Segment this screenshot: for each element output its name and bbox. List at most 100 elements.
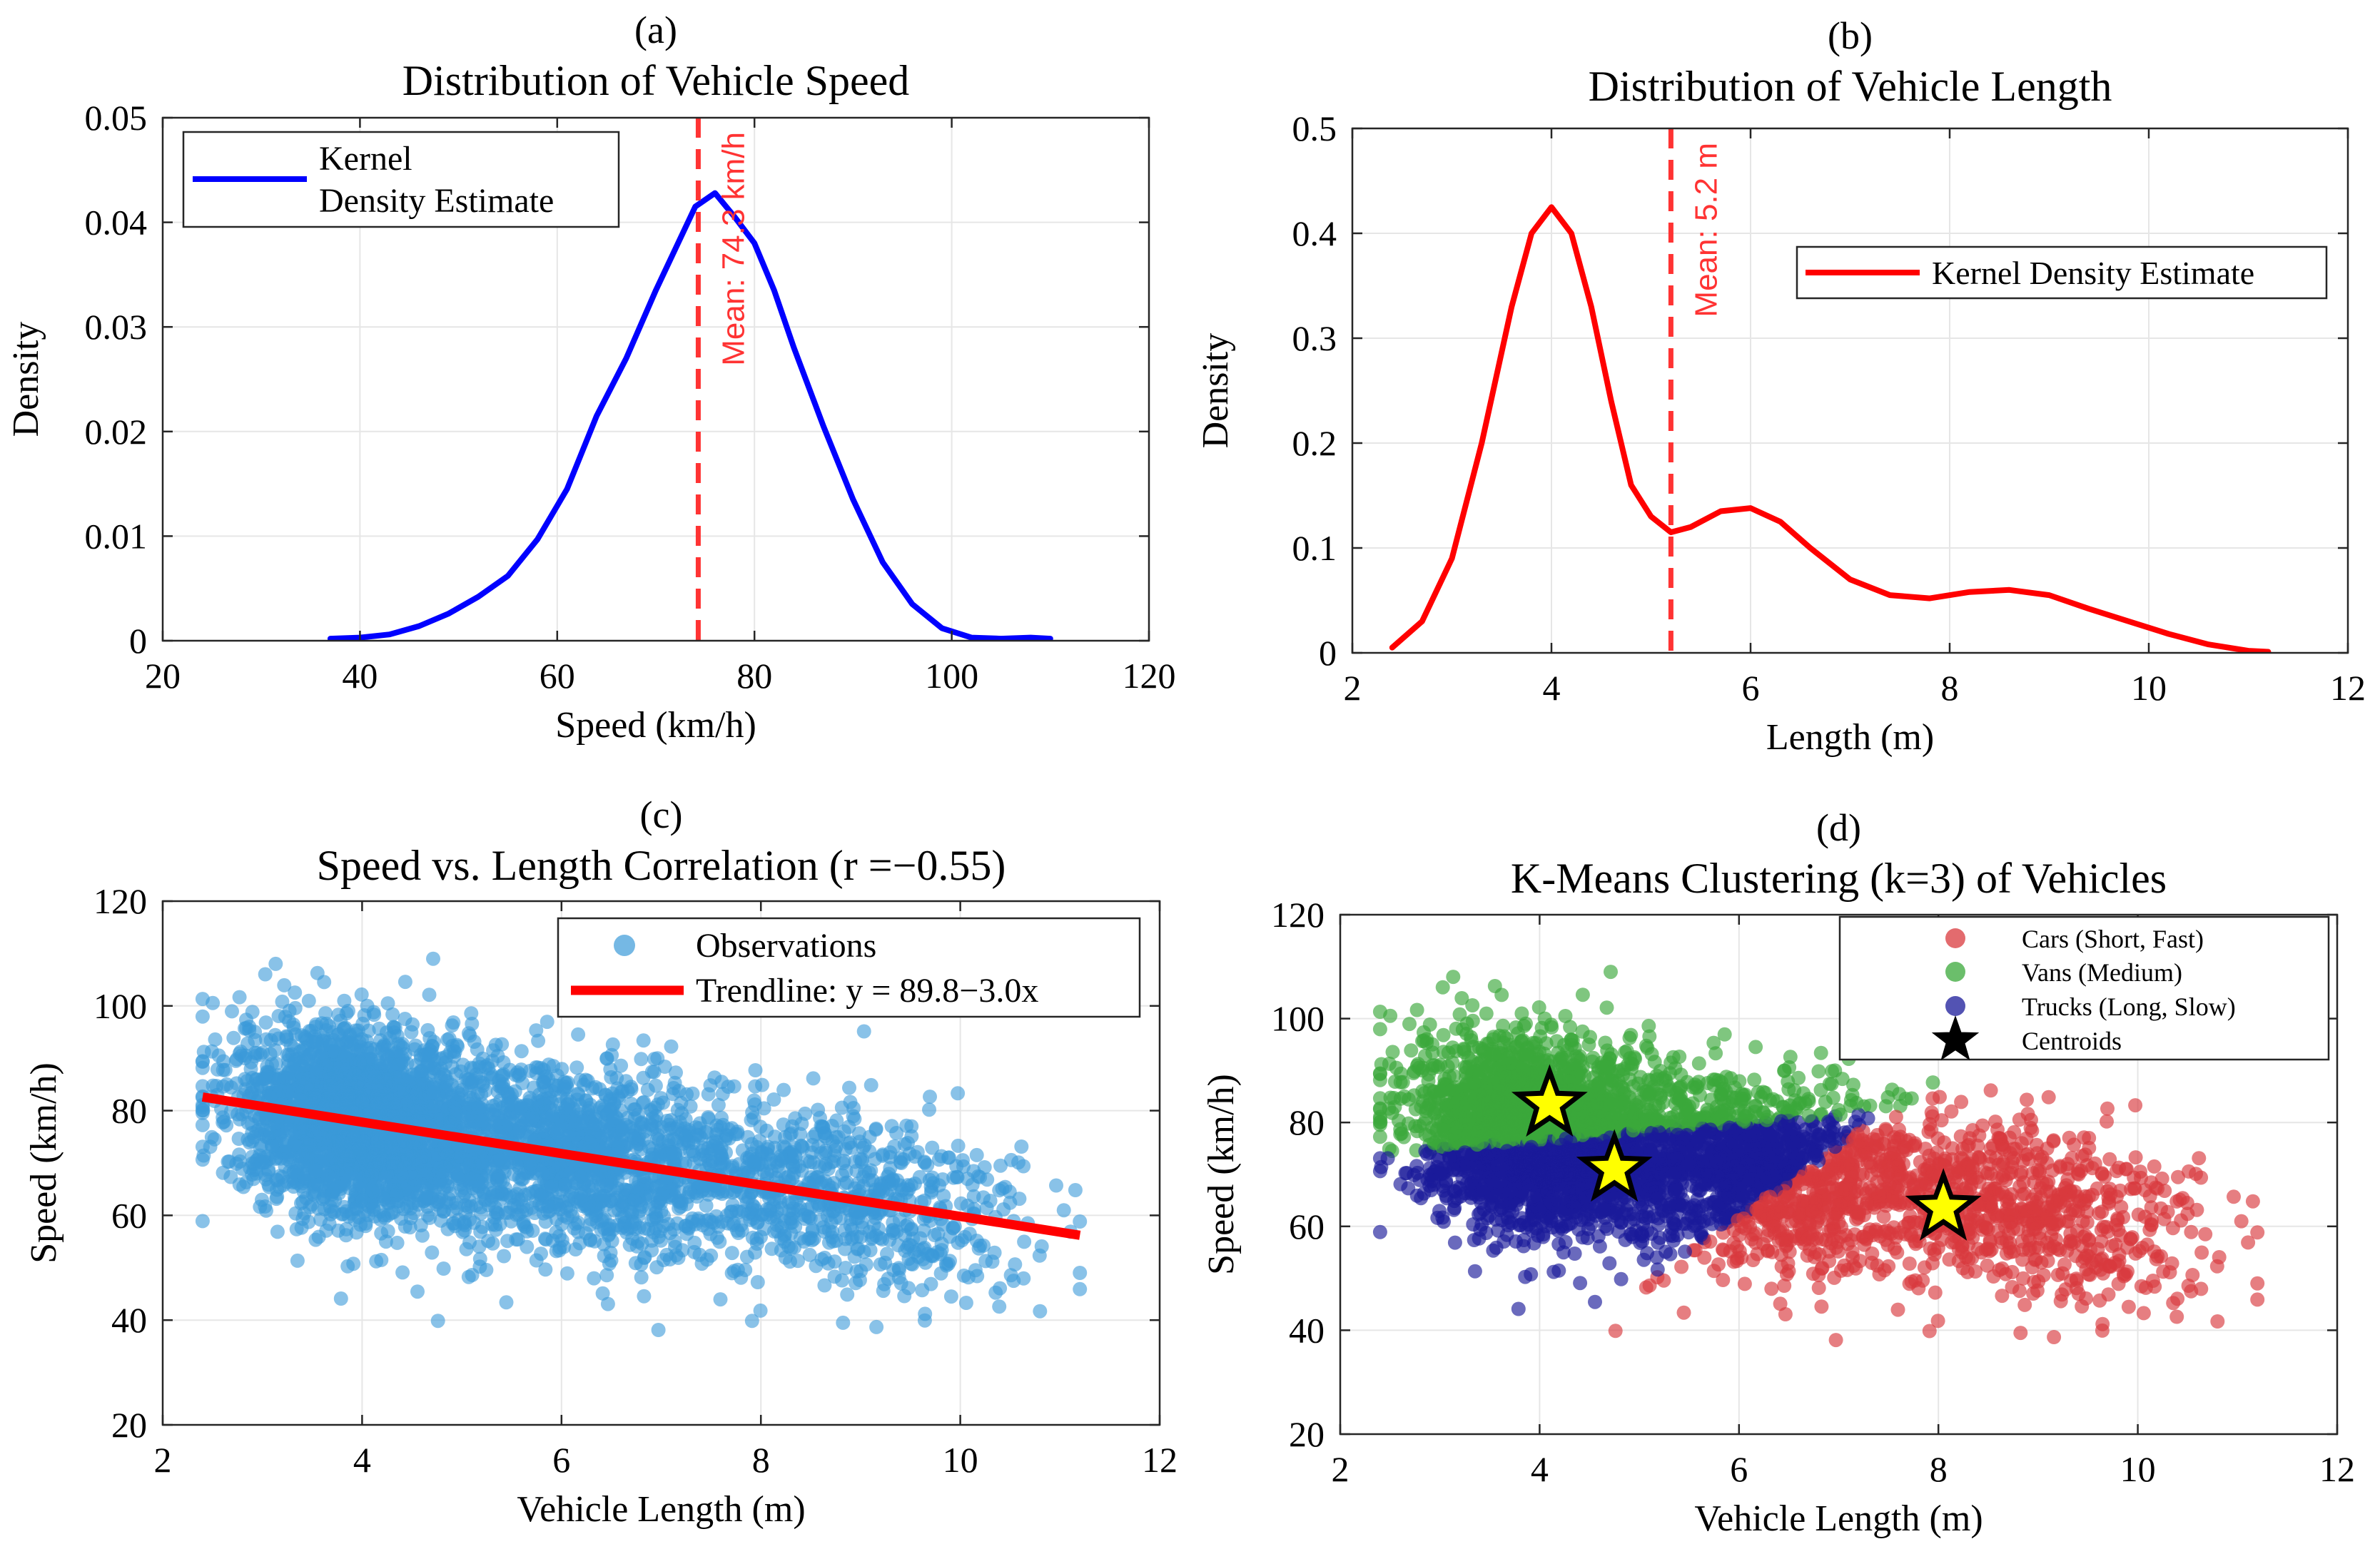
observation-point — [561, 1097, 576, 1112]
observation-point — [881, 1271, 896, 1286]
y-tick-label: 0.05 — [85, 98, 148, 138]
observation-point — [791, 1254, 805, 1269]
observation-point — [559, 1266, 574, 1281]
observation-point — [949, 1169, 964, 1184]
observation-point — [664, 1039, 679, 1054]
observation-point — [867, 1204, 882, 1219]
observation-point — [738, 1262, 753, 1277]
observation-point — [270, 1114, 285, 1129]
x-tick-label: 12 — [2330, 668, 2366, 708]
observation-point — [623, 1220, 638, 1235]
observation-point — [497, 1249, 512, 1264]
observation-point — [436, 1067, 451, 1082]
observation-point — [925, 1170, 940, 1185]
observation-point — [672, 1114, 687, 1129]
observation-point — [958, 1296, 973, 1310]
observation-point — [471, 1101, 485, 1116]
x-tick-label: 100 — [925, 656, 978, 696]
observation-point — [971, 1169, 986, 1184]
observation-point — [346, 1256, 361, 1271]
observation-point — [395, 1265, 410, 1280]
observation-point — [1073, 1214, 1088, 1229]
observation-point — [459, 1241, 474, 1256]
observation-point — [354, 987, 369, 1002]
observation-point — [507, 1167, 522, 1182]
y-tick-label: 0.3 — [1292, 318, 1337, 358]
observation-point — [370, 1136, 385, 1151]
observation-point — [777, 1234, 792, 1249]
legend: Kernel Density Estimate — [1796, 245, 2328, 300]
observation-point — [451, 1171, 466, 1186]
y-axis-label: Density — [6, 322, 46, 437]
observation-point — [827, 1269, 842, 1284]
observation-point — [840, 1287, 855, 1302]
observation-point — [707, 1215, 721, 1230]
chart-title: Distribution of Vehicle Length — [1589, 63, 2112, 110]
observation-point — [787, 1147, 802, 1162]
observation-point — [899, 1118, 914, 1133]
x-tick-label: 10 — [2131, 668, 2167, 708]
observation-point — [294, 1066, 309, 1081]
observation-point — [405, 1017, 420, 1032]
y-tick-label: 0.01 — [85, 516, 148, 556]
observation-point — [425, 1039, 440, 1054]
observation-point — [754, 1229, 768, 1244]
observation-point — [289, 1222, 304, 1236]
observation-point — [656, 1095, 671, 1110]
observation-point — [537, 1118, 552, 1133]
observation-point — [339, 1006, 354, 1021]
observation-point — [871, 1222, 886, 1236]
observation-point — [571, 1027, 586, 1042]
observation-point — [918, 1306, 933, 1321]
observation-point — [616, 1195, 631, 1210]
observation-point — [265, 1139, 280, 1154]
observation-point — [333, 1291, 348, 1306]
observation-point — [995, 1181, 1010, 1196]
observation-point — [280, 1122, 295, 1137]
observation-point — [268, 956, 283, 971]
observation-point — [821, 1222, 836, 1237]
observation-point — [242, 1135, 257, 1150]
observation-point — [294, 1028, 309, 1043]
observation-point — [836, 1315, 851, 1330]
observation-point — [308, 1017, 323, 1032]
observation-point — [864, 1163, 878, 1178]
observation-point — [597, 1212, 612, 1227]
observation-point — [464, 1006, 479, 1021]
panel-label: (b) — [1828, 14, 1873, 57]
observation-point — [829, 1210, 843, 1225]
observation-point — [500, 1097, 515, 1112]
observation-point — [849, 1264, 864, 1279]
observation-point — [599, 1088, 614, 1103]
observation-point — [903, 1238, 918, 1253]
observation-point — [263, 1125, 278, 1140]
observation-point — [801, 1175, 816, 1190]
observation-point — [600, 1296, 615, 1311]
legend-label: Kernel — [319, 140, 412, 178]
observation-point — [499, 1295, 514, 1310]
observation-point — [842, 1080, 856, 1095]
observation-point — [426, 951, 440, 966]
observation-point — [290, 1253, 305, 1268]
observation-point — [446, 1015, 461, 1030]
observation-point — [559, 1200, 574, 1215]
observation-point — [923, 1090, 937, 1104]
panel-label: (a) — [634, 9, 677, 51]
observation-point — [1033, 1304, 1048, 1319]
observation-point — [748, 1063, 763, 1077]
observation-point — [1003, 1195, 1018, 1210]
y-tick-label: 0.04 — [85, 203, 148, 243]
observation-point — [195, 1079, 210, 1094]
observation-point — [588, 1117, 602, 1132]
observation-point — [951, 1086, 966, 1101]
legend-label: Density Estimate — [319, 182, 554, 220]
observation-point — [637, 1221, 652, 1236]
observation-point — [667, 1222, 682, 1237]
x-tick-label: 80 — [736, 656, 772, 696]
observation-point — [778, 1250, 793, 1265]
observation-point — [924, 1185, 938, 1200]
observation-point — [522, 1090, 537, 1105]
observation-point — [713, 1292, 728, 1307]
observation-point — [637, 1289, 652, 1304]
observation-point — [699, 1252, 714, 1267]
